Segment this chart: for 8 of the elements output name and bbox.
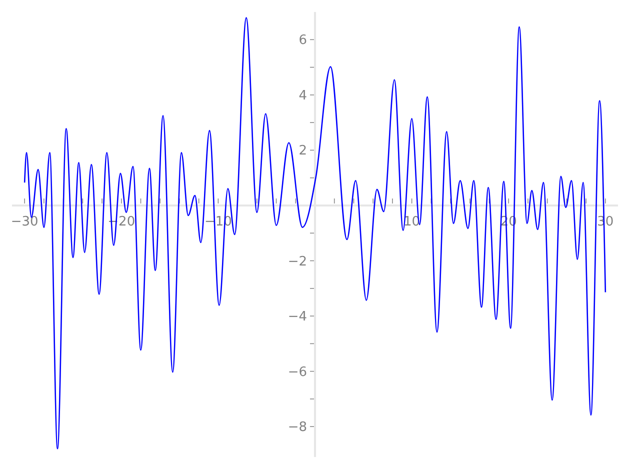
x-tick-label: −30 [10,214,38,230]
y-tick-label: −6 [288,364,307,380]
y-tick-label: −8 [288,420,307,436]
y-tick-label: −2 [288,254,307,270]
y-tick-label: 2 [298,144,307,159]
y-tick-label: 4 [298,88,307,104]
y-tick-label: −4 [288,310,307,325]
y-tick-label: 6 [298,33,307,48]
